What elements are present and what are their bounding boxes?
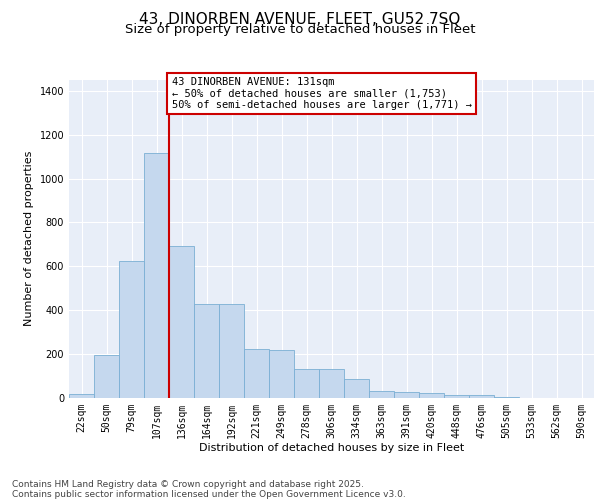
Bar — [344, 379, 369, 398]
Bar — [194, 304, 219, 398]
Bar — [69, 394, 94, 398]
Bar — [369, 391, 394, 398]
Bar — [219, 304, 244, 398]
Text: 43, DINORBEN AVENUE, FLEET, GU52 7SQ: 43, DINORBEN AVENUE, FLEET, GU52 7SQ — [139, 12, 461, 28]
Bar — [169, 246, 194, 398]
Bar — [469, 396, 494, 398]
Bar — [144, 154, 169, 398]
Y-axis label: Number of detached properties: Number of detached properties — [24, 151, 34, 326]
Bar — [244, 350, 269, 398]
X-axis label: Distribution of detached houses by size in Fleet: Distribution of detached houses by size … — [199, 443, 464, 453]
Bar — [394, 392, 419, 398]
Bar — [94, 355, 119, 398]
Text: Size of property relative to detached houses in Fleet: Size of property relative to detached ho… — [125, 22, 475, 36]
Bar — [119, 260, 144, 398]
Text: 43 DINORBEN AVENUE: 131sqm
← 50% of detached houses are smaller (1,753)
50% of s: 43 DINORBEN AVENUE: 131sqm ← 50% of deta… — [172, 77, 472, 110]
Bar — [494, 397, 519, 398]
Bar — [269, 350, 294, 398]
Bar — [444, 396, 469, 398]
Bar — [294, 369, 319, 398]
Bar — [319, 369, 344, 398]
Bar — [419, 392, 444, 398]
Text: Contains HM Land Registry data © Crown copyright and database right 2025.
Contai: Contains HM Land Registry data © Crown c… — [12, 480, 406, 499]
